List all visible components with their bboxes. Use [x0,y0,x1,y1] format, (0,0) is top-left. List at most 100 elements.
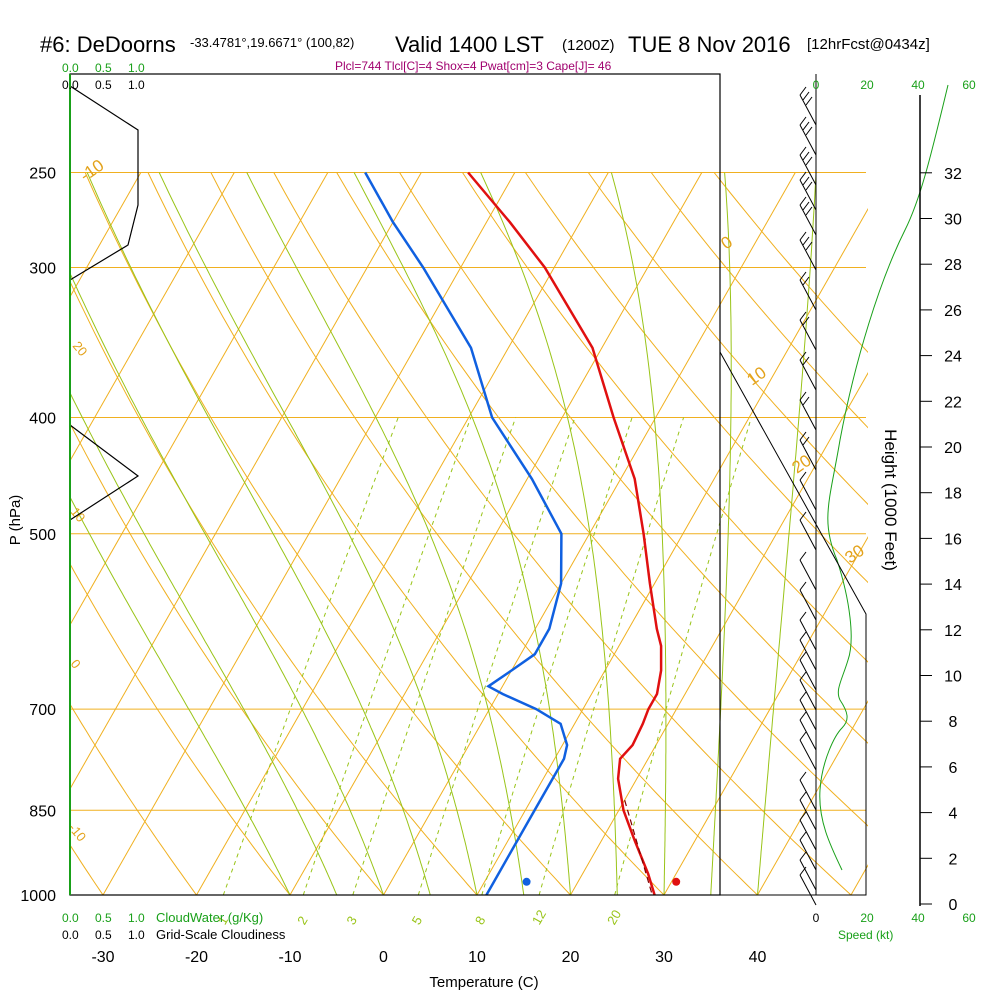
wind-barb [799,171,817,211]
isotherm-10 [476,208,868,895]
wind-barb-feather [799,731,807,741]
wind-barb [799,86,817,126]
pressure-tick-250: 250 [29,166,56,183]
height-label-2: 2 [949,851,958,868]
wind-barb-staff [799,589,817,621]
wind-barb-feather [802,236,810,246]
wind-speed-label: Speed (kt) [838,928,893,942]
utc-time: (1200Z) [562,37,615,54]
wind-barb-feather [799,196,807,206]
wind-barb-staff [799,679,817,711]
wind-barb-staff [799,559,817,591]
isotherm--70 [70,172,142,298]
moist-adiabat [158,172,478,895]
dry-adiabat [84,172,571,895]
wind-barb-feather [799,86,807,96]
height-label-12: 12 [944,623,962,640]
wind-barb [799,391,817,431]
date-label: TUE 8 Nov 2016 [628,32,791,57]
wind-barb-feather [802,176,810,186]
wind-bottom-20: 20 [860,911,874,925]
wind-barb-feather [799,116,807,126]
wind-barb-staff [799,439,817,471]
series-parcel [623,797,653,893]
wind-barb [799,771,817,811]
wind-barb-feather [799,691,807,701]
isotherm--20 [196,172,609,895]
wind-top-60: 60 [962,78,976,92]
wind-barb [799,116,817,156]
wind-barb-staff [799,479,817,511]
dry-adiabat [524,172,868,584]
wind-barb-feather [799,651,807,661]
wind-barb-staff [799,359,817,391]
height-label-8: 8 [949,714,958,731]
wind-barb-staff [799,839,817,871]
wind-barb-staff [799,779,817,811]
wind-barb-feather [802,121,810,131]
wind-barb-feather [799,431,807,441]
wind-barb-feather [799,611,807,621]
height-label-24: 24 [944,349,962,366]
mixing-ratio-8 [481,417,633,895]
wind-barb [799,611,817,651]
wind-barb-staff [799,819,817,851]
wind-barb-feather [799,791,807,801]
dry-adiabat [399,172,868,744]
y-axis-label: P (hPa) [7,495,24,546]
cloud-bottom-green-2: 1.0 [128,911,145,925]
isotherm-40 [757,700,868,895]
temp-tick-0: 0 [379,949,388,966]
wind-barb [799,866,817,906]
wind-barb-feather [805,241,813,251]
surface-temperature-dot [672,877,681,886]
wind-barb [799,831,817,871]
cloud-bottom-green-1: 0.5 [95,911,112,925]
wind-barb [799,631,817,671]
wind-barb-staff [799,124,817,156]
temp-tick-20: 20 [562,949,580,966]
cloud-top-black-0: 0.0 [62,78,79,92]
wind-barb-feather [799,851,807,861]
wind-barb [799,146,817,186]
moist-adiabat [757,172,817,895]
wind-barb [799,791,817,831]
mixing-ratio-label: 5 [409,913,426,927]
wind-barb-feather [799,471,807,481]
height-label-0: 0 [949,897,958,914]
wind-barb [799,731,817,771]
pressure-tick-700: 700 [29,702,56,719]
wind-barb-feather [799,831,807,841]
height-label-10: 10 [944,669,962,686]
mixing-ratio-label: 3 [343,913,360,927]
wind-barb-staff [799,399,817,431]
height-label-22: 22 [944,394,962,411]
moist-adiabat [353,172,571,895]
wind-barb-staff [799,519,817,551]
pressure-tick-300: 300 [29,261,56,278]
moist-adiabat [70,495,291,895]
pressure-tick-400: 400 [29,410,56,427]
wind-barb-staff [799,874,817,906]
temp-tick-30: 30 [655,949,673,966]
temp-tick-40: 40 [749,949,767,966]
isotherm-label-left: 20 [70,338,91,359]
mixing-ratio-label: 12 [529,907,549,927]
wind-barb-staff [799,204,817,236]
dry-adiabat [336,172,868,827]
wind-panel-border [719,351,867,896]
series-temperature [467,171,663,896]
isotherm-0 [383,172,796,895]
wind-barb [799,431,817,471]
wind-barb-feather [805,156,813,166]
mixing-ratio-label: 2 [294,913,311,927]
mixing-ratio-5 [417,417,576,895]
cloudiness-profile-mid [69,424,140,521]
wind-speed-profile [819,84,949,871]
wind-barb-feather [802,151,810,161]
dry-adiabat [147,172,665,895]
moist-adiabat [70,391,338,895]
wind-bottom-40: 40 [911,911,925,925]
